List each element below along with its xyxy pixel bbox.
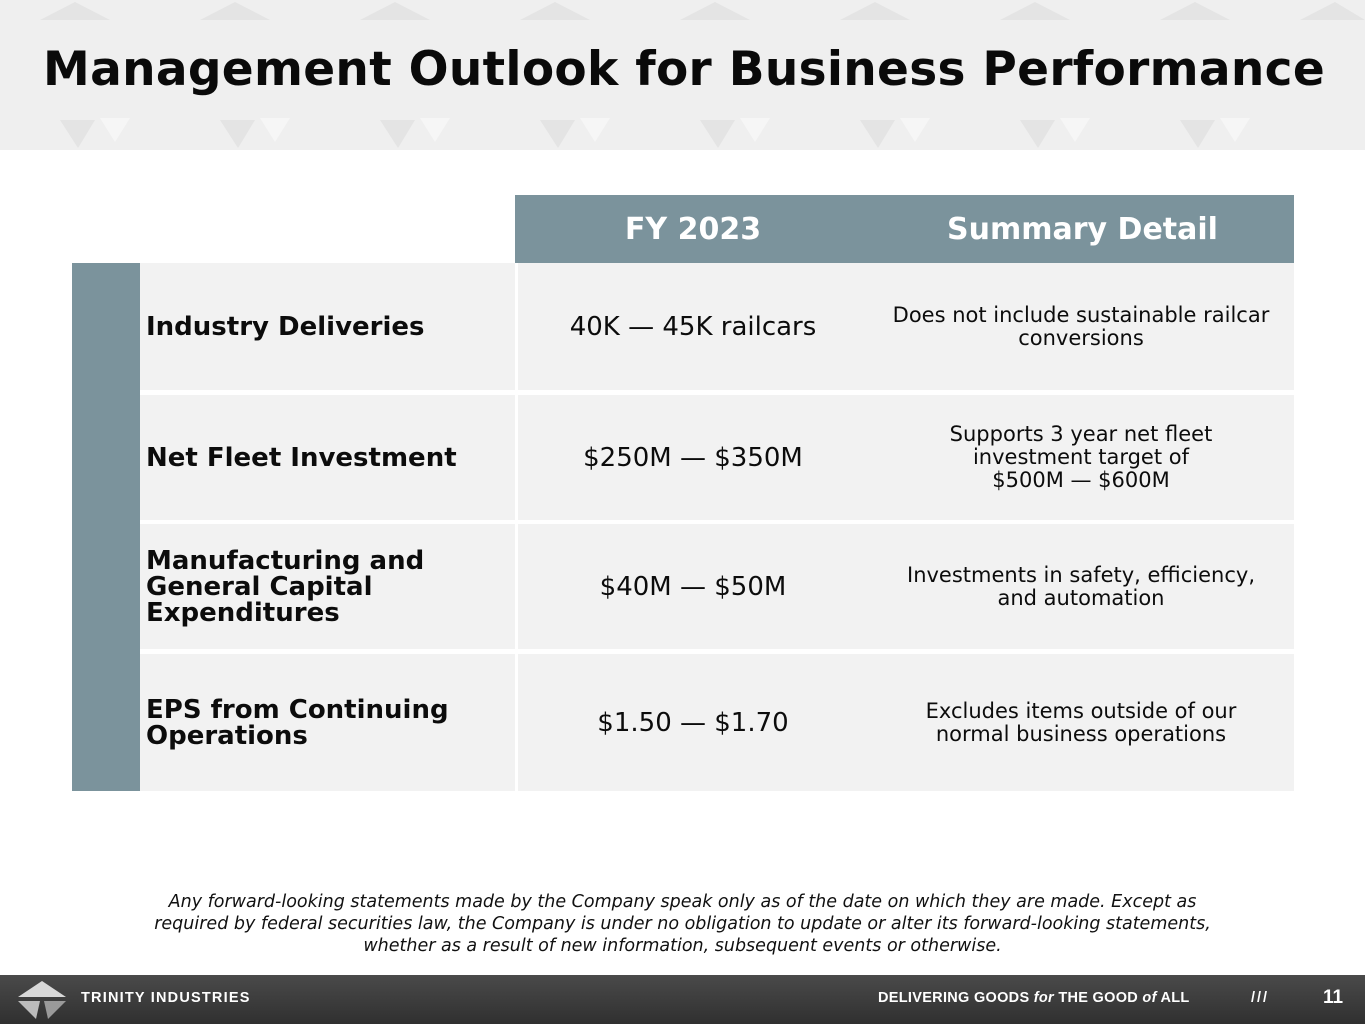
row-value-industry-deliveries: 40K — 45K railcars <box>518 263 868 390</box>
row-detail-capital-expenditures: Investments in safety, efficiency, and a… <box>868 524 1294 649</box>
detail-line: Supports 3 year net fleet <box>949 422 1213 446</box>
tagline-italic-of: of <box>1142 990 1157 1006</box>
row-value-eps: $1.50 — $1.70 <box>518 654 868 791</box>
row-detail-industry-deliveries: Does not include sustainable railcar con… <box>868 263 1294 390</box>
row-value-text: $1.50 — $1.70 <box>597 707 789 738</box>
detail-line: and automation <box>997 585 1165 610</box>
row-detail-net-fleet-investment: Supports 3 year net fleet investment tar… <box>868 395 1294 520</box>
trinity-logo-icon <box>18 981 66 1019</box>
row-value-text: $250M — $350M <box>583 442 803 473</box>
disclaimer-line: whether as a result of new information, … <box>363 936 1002 956</box>
detail-line: investment target of <box>972 445 1189 469</box>
tagline-part: THE GOOD <box>1054 990 1143 1006</box>
slide-footer: TRINITY INDUSTRIES DELIVERING GOODS for … <box>0 975 1365 1024</box>
page-number: 11 <box>1323 987 1344 1008</box>
page-title: Management Outlook for Business Performa… <box>43 42 1326 97</box>
row-label-eps: EPS from Continuing Operations <box>140 654 515 791</box>
row-value-text: 40K — 45K railcars <box>569 311 817 342</box>
row-group-bar <box>72 263 140 791</box>
row-label-text: Industry Deliveries <box>146 311 425 342</box>
forward-looking-disclaimer: Any forward-looking statements made by t… <box>60 891 1305 957</box>
detail-line: Investments in safety, efficiency, <box>907 562 1255 587</box>
detail-line: normal business operations <box>935 721 1227 746</box>
detail-line: $500M — $600M <box>992 468 1170 492</box>
footer-tagline: DELIVERING GOODS for THE GOOD of ALL <box>878 990 1190 1006</box>
detail-line: Does not include sustainable railcar <box>892 302 1270 327</box>
row-label-text: Manufacturing and General Capital Expend… <box>146 545 425 628</box>
row-label-capital-expenditures: Manufacturing and General Capital Expend… <box>140 524 515 649</box>
disclaimer-line: Any forward-looking statements made by t… <box>168 892 1197 912</box>
slide-header: Management Outlook for Business Performa… <box>0 0 1365 150</box>
tagline-italic-for: for <box>1033 990 1054 1006</box>
tagline-part: ALL <box>1156 990 1190 1006</box>
row-value-text: $40M — $50M <box>599 571 787 602</box>
row-label-industry-deliveries: Industry Deliveries <box>140 263 515 390</box>
row-label-text: EPS from Continuing Operations <box>146 694 449 751</box>
row-value-capital-expenditures: $40M — $50M <box>518 524 868 649</box>
footer-separator: /// <box>1251 990 1270 1006</box>
header-triangle-pattern <box>40 2 1365 148</box>
row-value-net-fleet-investment: $250M — $350M <box>518 395 868 520</box>
detail-line: conversions <box>1018 325 1144 350</box>
column-header-summary-detail: Summary Detail <box>871 195 1294 263</box>
row-label-text: Net Fleet Investment <box>146 442 457 473</box>
column-header-fy2023: FY 2023 <box>515 195 871 263</box>
row-detail-eps: Excludes items outside of our normal bus… <box>868 654 1294 791</box>
detail-line: Excludes items outside of our <box>925 698 1237 723</box>
tagline-part: DELIVERING GOODS <box>878 990 1034 1006</box>
brand-name: TRINITY INDUSTRIES <box>81 990 251 1006</box>
row-label-net-fleet-investment: Net Fleet Investment <box>140 395 515 520</box>
disclaimer-line: required by federal securities law, the … <box>154 914 1211 934</box>
